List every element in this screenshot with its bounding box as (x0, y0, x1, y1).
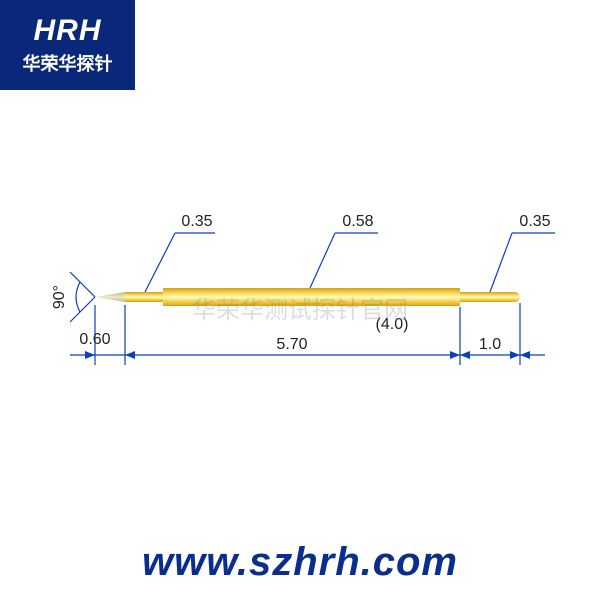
label-front-len: 1.0 (479, 336, 501, 353)
label-tip-angle: 90° (51, 285, 68, 309)
tip-angle: 90° (51, 272, 95, 322)
arrow (510, 351, 520, 359)
leader-rear-dia: 0.35 (145, 213, 215, 292)
label-body-len: 5.70 (276, 336, 307, 353)
arrow (450, 351, 460, 359)
pin-tip-cone (95, 292, 125, 302)
logo-abbr: HRH (34, 14, 102, 48)
leader-body-dia: 0.58 (310, 213, 378, 288)
label-body-dia: 0.58 (342, 213, 373, 230)
arrow (460, 351, 470, 359)
pin-rear-shaft (125, 292, 165, 302)
logo-chinese: 华荣华探针 (23, 50, 113, 76)
leader-front-dia: 0.35 (490, 213, 555, 292)
pin-shoulder-rear (163, 288, 167, 306)
arrow (85, 351, 95, 359)
label-tip-len: 0.60 (79, 331, 110, 348)
arrow (125, 351, 135, 359)
watermark-text: 华荣华测试探针官网 (192, 290, 408, 325)
label-rear-dia: 0.35 (181, 213, 212, 230)
pin-front-shaft (460, 292, 515, 302)
label-front-dia: 0.35 (519, 213, 550, 230)
pin-front-cap (510, 292, 520, 302)
arrow (520, 351, 530, 359)
website-url: www.szhrh.com (0, 540, 600, 585)
brand-logo: HRH 华荣华探针 (0, 0, 135, 90)
